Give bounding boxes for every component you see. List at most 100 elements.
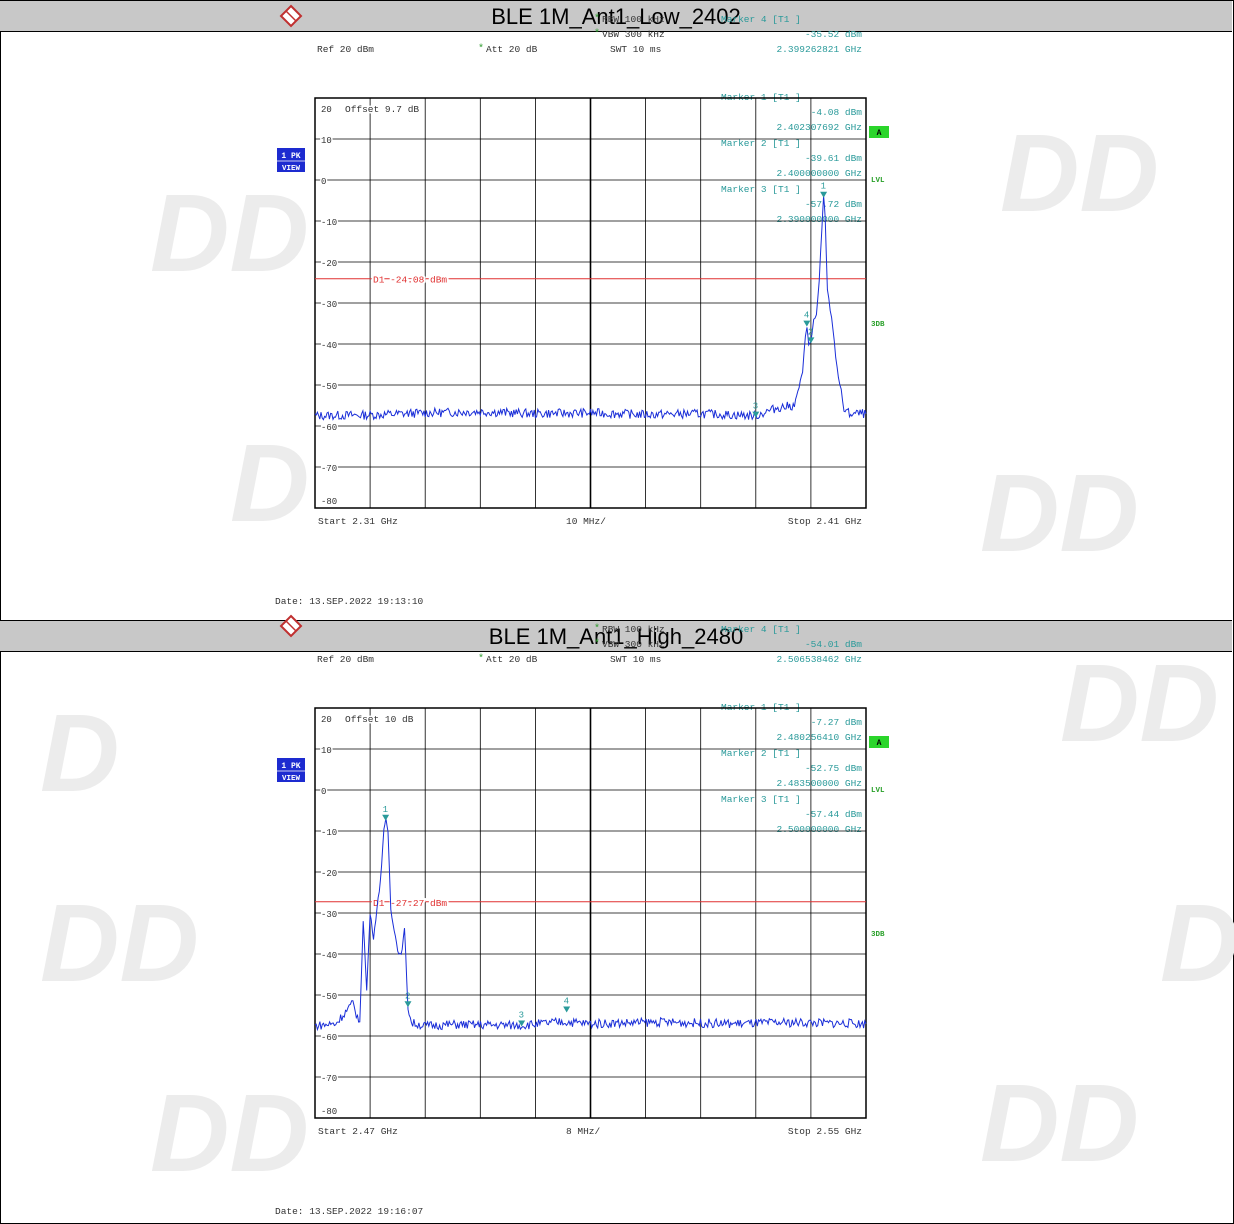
trace-a-badge <box>869 126 889 138</box>
span-per-division-label: 10 MHz/ <box>566 516 606 527</box>
marker-label: 2 <box>405 991 410 1001</box>
y-tick-label: -60 <box>321 423 337 433</box>
trace-mode-view: VIEW <box>282 775 301 783</box>
marker-readout-frequency: 2.399262821 GHz <box>776 44 862 55</box>
y-tick-label: -10 <box>321 218 337 228</box>
lvl-indicator: LVL <box>871 787 885 795</box>
rbw-label: RBW 100 kHz <box>602 14 665 25</box>
display-line-label: D1 -27.27 dBm <box>373 898 447 909</box>
logo-stripe-icon <box>285 620 297 632</box>
section-title: BLE 1M_Ant1_High_2480 <box>0 620 1232 652</box>
marker-readout-level: -52.75 dBm <box>805 763 862 774</box>
sweep-time-label: SWT 10 ms <box>610 654 661 665</box>
marker-triangle-icon <box>820 191 828 198</box>
ref-level-label: Ref 20 dBm <box>317 44 374 55</box>
att-coupled-icon: * <box>478 653 484 665</box>
trace-mode-badge <box>277 758 305 782</box>
marker-triangle-icon <box>752 411 760 418</box>
attenuation-label: Att 20 dB <box>486 654 538 665</box>
y-tick-label: 0 <box>321 787 326 797</box>
marker-readout-frequency: 2.390000000 GHz <box>776 214 862 225</box>
offset-label: Offset 10 dB <box>345 714 414 725</box>
date-label: Date: 13.SEP.2022 19:16:07 <box>275 1206 423 1217</box>
marker-readout-frequency: 2.506538462 GHz <box>776 654 862 665</box>
y-tick-label: 10 <box>321 746 332 756</box>
marker-readout-name: Marker 3 [T1 ] <box>721 184 801 195</box>
marker-triangle-icon <box>803 320 811 327</box>
marker-readout-level: -39.61 dBm <box>805 153 862 164</box>
marker-label: 1 <box>383 805 388 815</box>
attenuation-label: Att 20 dB <box>486 44 538 55</box>
rbw-label: RBW 100 kHz <box>602 624 665 635</box>
marker-readout-name: Marker 4 [T1 ] <box>721 624 801 635</box>
y-tick-label: -10 <box>321 828 337 838</box>
marker-readout-level: -57.72 dBm <box>805 199 862 210</box>
y-tick-label: -70 <box>321 1074 337 1084</box>
rbw-coupled-icon: * <box>594 623 600 635</box>
marker-triangle-icon <box>807 337 815 344</box>
trace-a-label: A <box>877 739 882 748</box>
marker-readout-name: Marker 2 [T1 ] <box>721 748 801 759</box>
y-tick-label: -40 <box>321 951 337 961</box>
marker-label: 2 <box>808 327 813 337</box>
three-db-indicator: 3DB <box>871 321 885 329</box>
trace-mode-view: VIEW <box>282 165 301 173</box>
marker-readout-name: Marker 2 [T1 ] <box>721 138 801 149</box>
rbw-coupled-icon: * <box>594 13 600 25</box>
marker-triangle-icon <box>563 1006 571 1013</box>
marker-readout-level: -7.27 dBm <box>811 717 863 728</box>
marker-readout-name: Marker 4 [T1 ] <box>721 14 801 25</box>
trace-mode-badge <box>277 148 305 172</box>
trace-a-label: A <box>877 129 882 138</box>
section-title: BLE 1M_Ant1_Low_2402 <box>0 0 1232 32</box>
vbw-label: VBW 300 kHz <box>602 29 665 40</box>
marker-label: 1 <box>821 182 826 192</box>
marker-readout-frequency: 2.480256410 GHz <box>776 732 862 743</box>
trace-mode-pk: 1 PK <box>281 152 300 161</box>
marker-readout-frequency: 2.500000000 GHz <box>776 824 862 835</box>
marker-triangle-icon <box>382 814 390 821</box>
stop-frequency-label: Stop 2.41 GHz <box>788 516 862 527</box>
y-tick-label: -80 <box>321 1107 337 1117</box>
y-tick-label: -30 <box>321 910 337 920</box>
y-tick-label: -20 <box>321 869 337 879</box>
marker-label: 3 <box>753 402 758 412</box>
y-tick-label: -40 <box>321 341 337 351</box>
date-label: Date: 13.SEP.2022 19:13:10 <box>275 596 424 607</box>
marker-readout-frequency: 2.402307692 GHz <box>776 122 862 133</box>
vbw-label: VBW 300 kHz <box>602 639 665 650</box>
y-tick-label: 20 <box>321 105 332 115</box>
span-per-division-label: 8 MHz/ <box>566 1126 601 1137</box>
spectrum-trace <box>314 196 867 421</box>
display-line-label: D1 -24.08 dBm <box>373 275 447 286</box>
marker-label: 3 <box>519 1011 524 1021</box>
marker-readout-level: -4.08 dBm <box>811 107 863 118</box>
spectrum-trace <box>314 818 867 1032</box>
marker-readout-name: Marker 3 [T1 ] <box>721 794 801 805</box>
marker-label: 4 <box>804 311 809 321</box>
offset-label: Offset 9.7 dB <box>345 104 419 115</box>
start-frequency-label: Start 2.31 GHz <box>318 516 398 527</box>
three-db-indicator: 3DB <box>871 931 885 939</box>
stop-frequency-label: Stop 2.55 GHz <box>788 1126 862 1137</box>
trace-a-badge <box>869 736 889 748</box>
att-coupled-icon: * <box>478 43 484 55</box>
vbw-coupled-icon: * <box>594 28 600 40</box>
marker-readout-level: -57.44 dBm <box>805 809 862 820</box>
marker-readout-level: -35.52 dBm <box>805 29 862 40</box>
logo-stripe-icon <box>285 10 297 22</box>
vbw-coupled-icon: * <box>594 638 600 650</box>
y-tick-label: -50 <box>321 992 337 1002</box>
lvl-indicator: LVL <box>871 177 885 185</box>
y-tick-label: 10 <box>321 136 332 146</box>
y-tick-label: -60 <box>321 1033 337 1043</box>
marker-readout-frequency: 2.400000000 GHz <box>776 168 862 179</box>
y-tick-label: -30 <box>321 300 337 310</box>
y-tick-label: 0 <box>321 177 326 187</box>
start-frequency-label: Start 2.47 GHz <box>318 1126 398 1137</box>
marker-triangle-icon <box>404 1001 412 1008</box>
trace-mode-pk: 1 PK <box>281 762 300 771</box>
y-tick-label: -50 <box>321 382 337 392</box>
